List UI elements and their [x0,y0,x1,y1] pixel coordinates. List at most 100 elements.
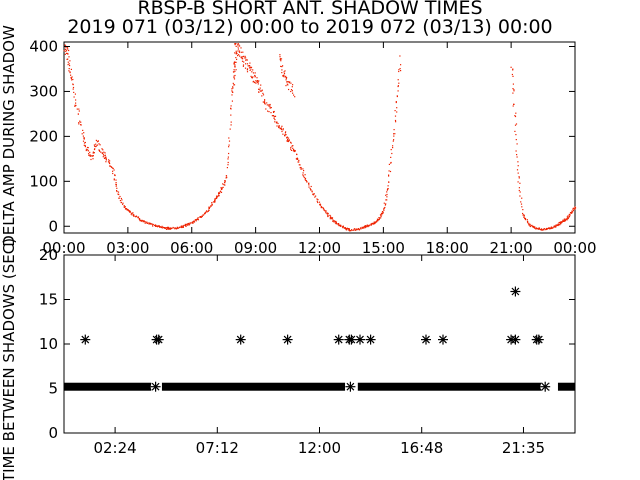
top-data-point [298,164,300,166]
top-data-point [297,161,299,163]
top-data-point [187,224,189,226]
top-data-point [254,75,256,77]
top-data-point [535,228,537,230]
top-data-point [252,76,254,78]
top-data-point [390,162,392,164]
top-data-point [534,226,536,228]
top-data-point [108,159,110,161]
top-data-point [572,207,574,209]
top-data-point [530,225,532,227]
top-data-point [166,227,168,229]
top-data-point [537,228,539,230]
top-data-point [105,159,107,161]
top-data-point [386,189,388,191]
top-data-point [520,203,523,205]
top-data-point [363,226,365,228]
top-data-point [92,152,94,154]
top-data-point [386,193,388,196]
top-data-point [227,158,229,160]
top-data-point [208,209,210,211]
top-data-point [265,108,267,110]
top-data-point [220,188,223,190]
top-data-point [292,92,294,94]
top-data-point [238,54,240,56]
top-xtick-label: 09:00 [234,239,277,257]
top-data-point [335,220,337,222]
top-data-point [284,135,286,137]
top-data-point [305,180,307,182]
top-data-point [287,139,289,141]
top-data-point [237,46,239,48]
top-data-point [256,77,258,79]
top-data-point [376,218,379,220]
top-data-point [547,227,549,230]
top-data-point [543,228,546,230]
top-data-point [169,227,172,230]
top-data-point [557,223,559,226]
top-data-point [269,103,271,106]
top-data-point [248,67,251,69]
top-data-point [335,223,337,225]
top-data-point [142,220,145,222]
top-data-point [105,161,107,163]
top-data-point [86,146,89,149]
top-data-point [524,217,526,220]
top-data-point [208,206,210,208]
top-data-point [285,134,287,136]
top-data-point [294,150,296,152]
top-data-point [245,63,247,65]
top-data-point [280,65,282,67]
top-data-point [388,163,390,165]
top-data-point [339,224,341,226]
top-data-point [122,202,124,204]
top-data-point [561,222,563,224]
top-data-point [288,140,290,142]
bottom-ylabel: TIME BETWEEN SHADOWS (SEC) [0,238,18,480]
top-data-point [398,82,400,84]
top-data-point [235,50,237,52]
top-data-point [320,207,322,209]
top-data-point [96,144,99,146]
top-data-point [123,205,125,207]
chart-title: RBSP-B SHORT ANT. SHADOW TIMES [137,0,482,19]
top-data-point [242,58,244,60]
top-data-point [192,222,194,224]
top-data-point [515,150,517,152]
top-data-point [83,138,85,140]
top-data-point [271,115,273,117]
top-data-point [218,192,221,194]
top-data-point [284,70,286,72]
outlier-point [235,334,246,345]
top-data-point [296,158,298,160]
top-data-point [182,226,184,228]
top-data-point [300,167,302,169]
top-data-point [290,90,292,93]
top-data-point [362,227,364,229]
top-data-point [234,66,236,68]
top-data-point [563,219,565,221]
outlier-point [355,334,365,345]
top-data-point [282,65,284,67]
top-data-point [246,59,248,61]
top-data-point [215,197,217,200]
top-data-point [251,76,253,79]
top-data-point [64,44,66,46]
top-data-point [312,193,314,196]
top-data-point [390,149,392,151]
outlier-point [533,334,544,345]
top-plot-axes: 0 100 200 300 400 00:00 03:00 06:00 09:00 12:00 15… [29,37,596,257]
top-data-point [354,229,357,231]
top-data-point [262,92,264,94]
top-data-point [566,218,568,220]
top-data-point [388,175,390,177]
top-data-point [521,197,523,199]
top-data-point [117,191,120,193]
top-data-point [235,45,237,47]
top-data-point [336,223,338,225]
top-data-point [169,228,171,230]
top-data-point [282,133,284,135]
top-data-point [228,144,230,146]
top-data-point [283,76,285,78]
top-data-point [252,72,255,74]
top-data-point [293,94,295,96]
